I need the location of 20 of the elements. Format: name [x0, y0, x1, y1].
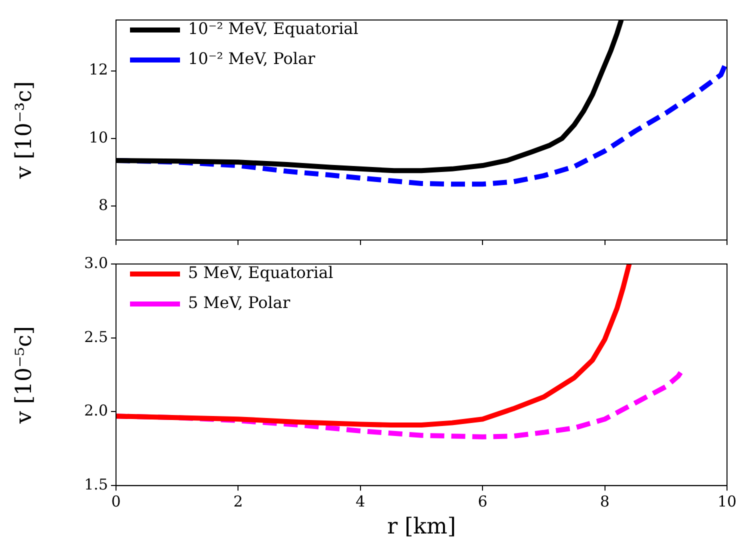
y-tick-label: 1.5: [84, 475, 108, 494]
x-tick-label: 2: [233, 492, 243, 510]
y-axis-title: v [10⁻⁵c]: [12, 326, 37, 424]
x-tick-label: 6: [478, 492, 488, 510]
y-tick-label: 12: [88, 60, 108, 79]
y-axis-title: v [10⁻³c]: [12, 81, 37, 180]
y-tick-label: 3.0: [84, 254, 108, 272]
x-axis-title: r [km]: [387, 514, 456, 540]
y-tick-label: 8: [98, 196, 108, 214]
legend-label: 5 MeV, Polar: [188, 293, 290, 312]
y-tick-label: 10: [88, 128, 108, 146]
legend-label: 10⁻² MeV, Polar: [188, 49, 316, 68]
x-tick-label: 0: [111, 492, 121, 510]
x-tick-label: 10: [717, 492, 737, 510]
legend-label: 10⁻² MeV, Equatorial: [188, 19, 358, 38]
y-tick-label: 2.0: [84, 402, 108, 420]
x-tick-label: 4: [356, 492, 366, 510]
x-tick-label: 8: [600, 492, 610, 510]
legend-label: 5 MeV, Equatorial: [188, 263, 334, 282]
y-tick-label: 2.5: [84, 328, 108, 346]
